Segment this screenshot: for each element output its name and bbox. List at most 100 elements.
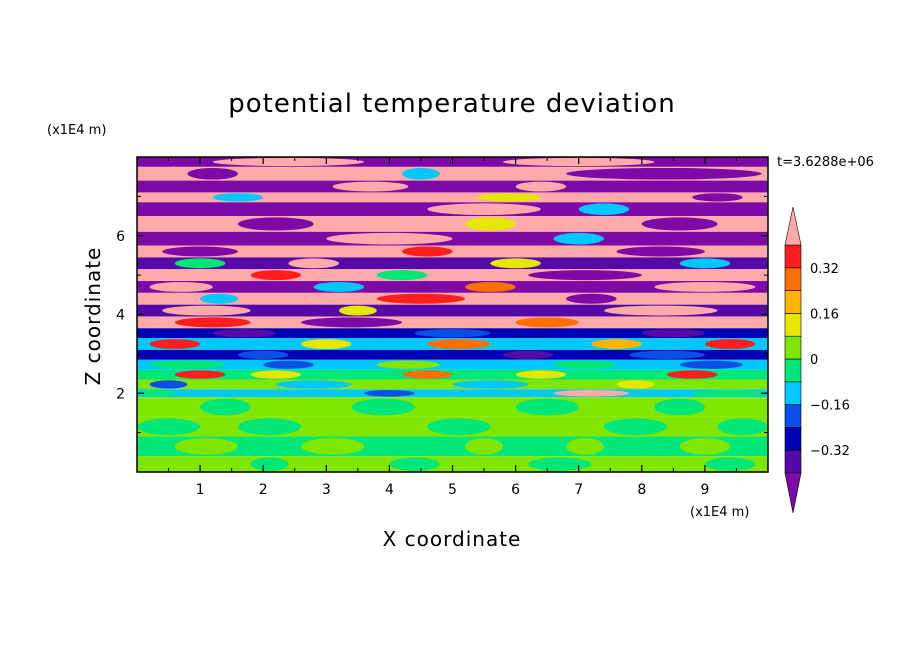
colorbar-swatch [784,381,802,405]
contour-patch [641,217,718,231]
contour-patch [338,305,377,316]
contour-patch [376,360,440,369]
contour-patch [679,360,743,369]
contour-patch [212,193,264,202]
contour-patch [174,317,251,328]
colorbar-extend-top [784,206,802,246]
x-tick-label: 6 [511,482,520,498]
contour-patch [603,305,718,316]
contour-patch [313,281,365,292]
colorbar-tick-label: −0.16 [810,399,850,414]
x-tick-label: 8 [637,482,646,498]
contour-patch [263,360,314,369]
x-tick-label: 2 [259,482,268,498]
contour-patch [667,370,718,379]
y-axis-label: Z coordinate [81,247,105,386]
contour-patch [477,193,541,202]
contour-patch [250,370,302,379]
contour-patch [465,281,516,292]
contour-patch [452,380,529,389]
contour-patch [162,305,251,316]
colorbar: 0.32 0.16 0 −0.16 −0.32 [784,206,850,514]
contour-patch [364,389,415,397]
colorbar-tick-label: 0 [810,353,818,368]
contour-patch [629,350,705,359]
contour-band [137,257,768,270]
contour-patch [237,217,314,231]
contour-band [137,389,768,398]
colorbar-swatch [784,404,802,428]
contour-band [137,349,768,360]
contour-patch [692,389,768,397]
contour-patch [200,293,238,304]
colorbar-tick-label: 0.16 [810,307,839,322]
contour-patch [465,217,516,231]
colorbar-swatch [784,267,802,291]
contour-patch [187,167,238,180]
contour-patch [490,258,541,269]
contour-patch [414,329,491,338]
contour-patch [515,370,567,379]
contour-patch [502,350,554,359]
colorbar-extend-bottom [784,472,802,514]
contour-patch [402,167,440,180]
contour-patch [591,339,642,349]
contour-patch [332,181,409,192]
time-label: t=3.6288e+06 [777,155,874,170]
contour-patch [427,418,491,435]
colorbar-swatch [784,244,802,269]
contour-patch [717,418,768,435]
contour-patch [149,339,201,349]
contour-patch [515,181,567,192]
contour-patch [641,329,705,338]
contour-patch [250,270,302,281]
contour-patch [212,157,365,167]
contour-patch [553,232,604,245]
contour-patch [704,457,756,471]
colorbar-swatch [784,313,802,337]
contour-band [137,359,768,370]
contour-patch [465,438,503,455]
contour-patch [149,281,213,292]
contour-patch [566,293,617,304]
contour-patch [301,317,403,328]
contour-patch [427,339,491,349]
x-unit-label: (x1E4 m) [690,505,749,520]
contour-patch [376,270,428,281]
contour-patch [679,438,731,455]
colorbar-swatch [784,290,802,314]
contour-patch [704,339,756,349]
contour-patch [149,380,188,389]
colorbar-tick-label: 0.32 [810,262,839,277]
contour-patch [654,281,756,292]
y-tick-label: 2 [116,386,125,402]
colorbar-tick-label: −0.32 [810,444,850,459]
contour-patch [553,360,617,369]
contour-patch [288,258,339,269]
plot-area [137,157,768,472]
contour-patch [237,418,302,435]
x-axis-label: X coordinate [383,527,522,551]
contour-patch [616,246,705,257]
contour-patch [566,167,762,180]
contour-patch [528,270,642,281]
contour-band [137,192,768,203]
x-tick-label: 4 [385,482,394,498]
contour-band [137,436,768,457]
contour-patch [174,258,226,269]
y-tick-label: 4 [116,308,125,324]
contour-band [137,231,768,246]
contour-patch [301,339,352,349]
contour-patch [275,380,352,389]
contour-band [137,304,768,317]
y-tick-label: 6 [116,229,125,245]
x-tick-label: 1 [196,482,205,498]
contour-band [137,180,768,193]
contour-patch [174,438,238,455]
contour-patch [553,389,630,397]
contour-band [137,269,768,282]
x-tick-label: 9 [700,482,709,498]
contour-patch [326,232,453,245]
axes: 1 2 3 4 5 6 7 8 9 2 4 6 [116,156,769,498]
